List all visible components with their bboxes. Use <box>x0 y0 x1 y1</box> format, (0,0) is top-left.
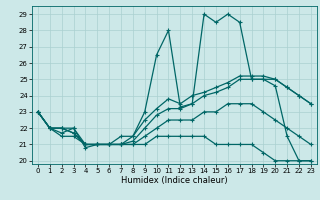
X-axis label: Humidex (Indice chaleur): Humidex (Indice chaleur) <box>121 176 228 185</box>
